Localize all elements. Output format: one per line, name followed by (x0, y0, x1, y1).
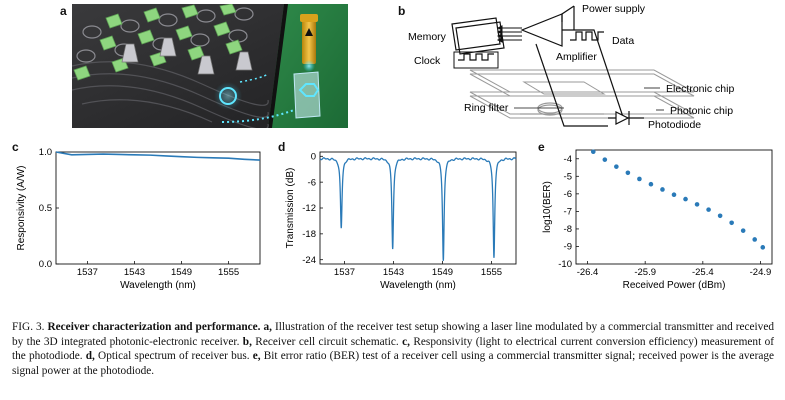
receiver-cell-schematic: Power supply Memory Data Amplifier Clock… (408, 3, 734, 131)
y-tick-label: -8 (564, 224, 572, 235)
panel-letter-e: e (538, 140, 545, 154)
x-tick-label: 1549 (432, 267, 453, 278)
ber-point (625, 170, 631, 176)
y-tick-label: 0 (311, 152, 316, 163)
y-tick-label: 0.5 (39, 203, 52, 214)
chart-responsivity: 1537 1543 1549 1555 0.0 0.5 1.0 Wavelength (nm)… (16, 147, 261, 291)
responsivity-line (55, 151, 261, 161)
label-electronic-chip: Electronic chip (666, 83, 734, 95)
y-tick-label: 1.0 (39, 147, 52, 158)
x-tick-label: 1537 (77, 267, 98, 278)
y-tick-label: -4 (564, 154, 572, 165)
caption-title: Receiver characterization and performanc… (47, 321, 261, 333)
plot-frame (575, 149, 773, 265)
ber-point (671, 192, 677, 198)
x-tick-label: 1549 (171, 267, 192, 278)
y-tick-label: -9 (564, 242, 572, 253)
ber-point (590, 149, 596, 155)
x-tick-label: -24.9 (750, 267, 772, 278)
chart-transmission: 1537 1543 1549 1555 0 -6 -12 -18 -24 Wavelength (… (285, 151, 517, 291)
plot-frame (319, 151, 517, 265)
label-photonic-chip: Photonic chip (670, 105, 733, 117)
x-tick-label: 1543 (124, 267, 145, 278)
y-tick-label: -7 (564, 207, 572, 218)
y-axis-label: Responsivity (A/W) (16, 165, 27, 250)
y-tick-label: -24 (302, 255, 316, 266)
ber-point (694, 202, 700, 207)
caption-label-e: e, (252, 350, 261, 363)
label-amplifier: Amplifier (556, 51, 597, 63)
ber-point (637, 176, 642, 182)
x-axis-label: Received Power (dBm) (623, 280, 726, 291)
caption-text-a: Illustration of the receiver test setup … (12, 321, 774, 348)
x-axis-label: Wavelength (nm) (120, 280, 196, 291)
ber-point (660, 187, 665, 192)
x-tick-label: 1543 (383, 267, 404, 278)
panel-letter-a: a (60, 4, 67, 18)
label-memory: Memory (408, 31, 447, 43)
receiver-setup-illustration (72, 4, 348, 128)
ber-point (683, 196, 688, 202)
caption-label-c: c, (402, 335, 410, 348)
x-tick-label: -25.9 (634, 267, 656, 278)
ber-point (614, 164, 619, 169)
caption-text-d: Optical spectrum of receiver bus. (98, 350, 250, 363)
label-data: Data (612, 35, 634, 47)
panel-letter-d: d (278, 140, 286, 154)
x-tick-label: 1537 (334, 267, 355, 278)
y-tick-label: -10 (558, 259, 572, 270)
ber-point (760, 245, 766, 250)
y-tick-label: 0.0 (39, 259, 52, 270)
ber-point (752, 237, 758, 242)
ber-point (648, 181, 654, 187)
y-axis-label: Transmission (dB) (285, 168, 296, 249)
ber-point (602, 157, 608, 162)
caption-fig-number: FIG. 3. (12, 321, 45, 333)
ber-point (717, 213, 723, 219)
caption-label-d: d, (85, 350, 95, 363)
y-tick-label: -18 (302, 229, 316, 240)
x-tick-label: 1555 (481, 267, 502, 278)
label-ring-filter: Ring filter (464, 102, 509, 114)
panel-letter-c: c (12, 140, 19, 154)
y-tick-label: -5 (564, 172, 572, 183)
y-tick-label: -6 (564, 189, 572, 200)
label-clock: Clock (414, 55, 441, 67)
x-tick-label: -25.4 (692, 267, 714, 278)
caption-text-c: Responsivity (light to electrical curren… (12, 335, 775, 363)
caption-label-a: a, (263, 321, 272, 333)
panel-letter-b: b (398, 4, 406, 18)
y-tick-label: -6 (308, 177, 316, 188)
ber-point (740, 228, 746, 233)
caption-text-e: Bit error ratio (BER) test of a receiver… (12, 350, 775, 377)
transmission-line (319, 157, 517, 261)
x-tick-label: 1555 (218, 267, 239, 278)
label-power-supply: Power supply (582, 3, 646, 15)
ber-point (729, 220, 734, 226)
chart-ber: -26.4 -25.9 -25.4 -24.9 -4 -5 -6 -7 -8 -9 -10 Recei… (542, 149, 773, 291)
label-photodiode: Photodiode (648, 119, 701, 131)
caption-label-b: b, (242, 335, 252, 348)
ber-point (706, 207, 711, 212)
y-axis-label: log10(BER) (542, 181, 553, 233)
plot-frame (55, 151, 261, 265)
x-axis-label: Wavelength (nm) (380, 280, 456, 291)
figure-caption: FIG. 3. Receiver characterization and pe… (12, 320, 774, 378)
x-tick-label: -26.4 (577, 267, 599, 278)
caption-text-b: Receiver cell circuit schematic. (255, 335, 399, 348)
y-tick-label: -12 (302, 203, 316, 214)
